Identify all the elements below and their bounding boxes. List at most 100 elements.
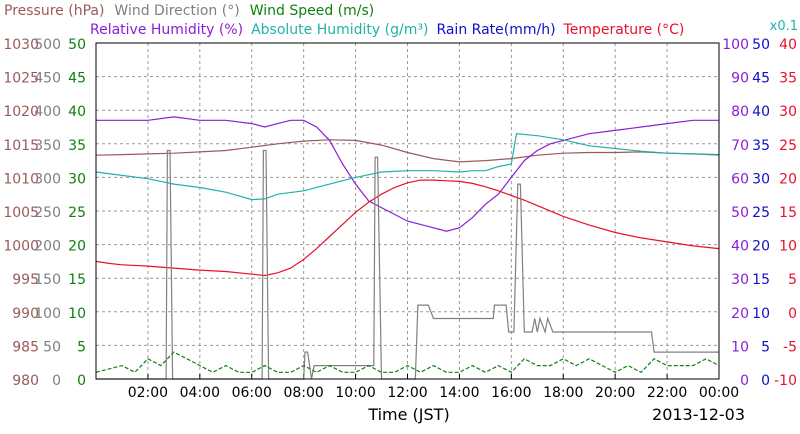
humidity-tick: 20 <box>731 306 749 322</box>
left-axes: 1030102510201015101010051000995990985980… <box>3 37 86 389</box>
temperature-tick: 35 <box>779 71 797 87</box>
temperature-tick: 10 <box>779 239 797 255</box>
rain-rate-tick: 50 <box>752 37 770 53</box>
wind-speed-tick: 45 <box>68 71 86 87</box>
date-label: 2013-12-03 <box>652 405 745 424</box>
pressure-tick: 985 <box>12 339 39 355</box>
x-tick-label: 18:00 <box>543 385 583 401</box>
rain-rate-tick: 5 <box>761 339 770 355</box>
wind-direction-tick: 200 <box>34 239 61 255</box>
wind-direction-tick: 450 <box>34 71 61 87</box>
rain-rate-tick: 30 <box>752 171 770 187</box>
humidity-tick: 80 <box>731 104 749 120</box>
rain-rate-tick: 0 <box>761 373 770 389</box>
rain-rate-tick: 15 <box>752 272 770 288</box>
x-tick-label: 06:00 <box>232 385 272 401</box>
temperature-tick: -5 <box>783 339 797 355</box>
rain-rate-tick: 25 <box>752 205 770 221</box>
temperature-tick: 0 <box>788 306 797 322</box>
x-axis-ticks: 02:00 04:00 06:00 08:00 10:00 12:00 14:00 16:00… <box>128 374 739 401</box>
x-tick-label: 10:00 <box>335 385 375 401</box>
series-pressure-hpa <box>95 139 720 163</box>
temperature-tick: -10 <box>774 373 797 389</box>
legend-item: Relative Humidity (%) <box>90 22 243 38</box>
legend-item: Wind Speed (m/s) <box>250 3 375 19</box>
wind-speed-tick: 30 <box>68 171 86 187</box>
series-absolute-humidity-g-m <box>95 133 720 201</box>
rain-rate-tick: 20 <box>752 239 770 255</box>
pressure-tick: 1030 <box>3 37 39 53</box>
temperature-tick: 40 <box>779 37 797 53</box>
wind-speed-tick: 40 <box>68 104 86 120</box>
legend-item: Rain Rate(mm/h) <box>436 22 555 38</box>
x-tick-label: 14:00 <box>439 385 479 401</box>
series-wind-direction <box>96 149 719 380</box>
pressure-tick: 1020 <box>3 104 39 120</box>
x-tick-label: 16:00 <box>491 385 531 401</box>
wind-speed-tick: 15 <box>68 272 86 288</box>
pressure-tick: 1010 <box>3 171 39 187</box>
wind-direction-tick: 50 <box>43 339 61 355</box>
x-tick-label: 00:00 <box>699 385 739 401</box>
pressure-tick: 1015 <box>3 138 39 154</box>
pressure-tick: 995 <box>12 272 39 288</box>
humidity-tick: 90 <box>731 71 749 87</box>
pressure-tick: 990 <box>12 306 39 322</box>
legend-item: Temperature (°C) <box>563 22 685 38</box>
temperature-tick: 20 <box>779 171 797 187</box>
rain-rate-tick: 35 <box>752 138 770 154</box>
pressure-tick: 980 <box>12 373 39 389</box>
right-axes: 1009080706050403020100504540353025201510… <box>722 37 797 389</box>
temperature-tick: 30 <box>779 104 797 120</box>
wind-speed-tick: 5 <box>77 339 86 355</box>
wind-direction-tick: 500 <box>34 37 61 53</box>
humidity-tick: 70 <box>731 138 749 154</box>
temperature-tick: 15 <box>779 205 797 221</box>
humidity-tick: 60 <box>731 171 749 187</box>
humidity-tick: 40 <box>731 239 749 255</box>
series-temperature-c <box>95 179 720 277</box>
humidity-tick: 10 <box>731 339 749 355</box>
wind-direction-tick: 350 <box>34 138 61 154</box>
wind-speed-tick: 10 <box>68 306 86 322</box>
temperature-tick: 5 <box>788 272 797 288</box>
humidity-tick: 50 <box>731 205 749 221</box>
rain-rate-tick: 45 <box>752 71 770 87</box>
legend-scale-note: x0.1 <box>770 19 798 34</box>
rain-rate-tick: 40 <box>752 104 770 120</box>
x-axis-label: Time (JST) <box>367 405 449 424</box>
series-wind-speed-m-s <box>95 351 720 374</box>
x-tick-label: 22:00 <box>647 385 687 401</box>
wind-direction-tick: 400 <box>34 104 61 120</box>
grid <box>96 43 719 379</box>
pressure-tick: 1005 <box>3 205 39 221</box>
x-tick-label: 12:00 <box>387 385 427 401</box>
wind-direction-tick: 100 <box>34 306 61 322</box>
rain-rate-tick: 10 <box>752 306 770 322</box>
temperature-tick: 25 <box>779 138 797 154</box>
wind-speed-tick: 25 <box>68 205 86 221</box>
wind-speed-tick: 35 <box>68 138 86 154</box>
x-tick-label: 04:00 <box>180 385 220 401</box>
x-tick-label: 02:00 <box>128 385 168 401</box>
wind-direction-tick: 250 <box>34 205 61 221</box>
legend-item: Pressure (hPa) <box>4 3 104 19</box>
x-tick-label: 20:00 <box>595 385 635 401</box>
wind-speed-tick: 0 <box>77 373 86 389</box>
humidity-tick: 0 <box>740 373 749 389</box>
x-tick-label: 08:00 <box>283 385 323 401</box>
legend-item: Absolute Humidity (g/m³) <box>251 22 428 38</box>
legend: Pressure (hPa) Wind Direction (°) Wind Spe… <box>4 3 798 38</box>
humidity-tick: 100 <box>722 37 749 53</box>
plot-frame <box>95 42 720 380</box>
pressure-tick: 1000 <box>3 239 39 255</box>
legend-item: Wind Direction (°) <box>114 3 239 19</box>
wind-direction-tick: 300 <box>34 171 61 187</box>
wind-speed-tick: 50 <box>68 37 86 53</box>
series-lines <box>95 116 720 380</box>
pressure-tick: 1025 <box>3 71 39 87</box>
wind-direction-tick: 0 <box>52 373 61 389</box>
wind-direction-tick: 150 <box>34 272 61 288</box>
